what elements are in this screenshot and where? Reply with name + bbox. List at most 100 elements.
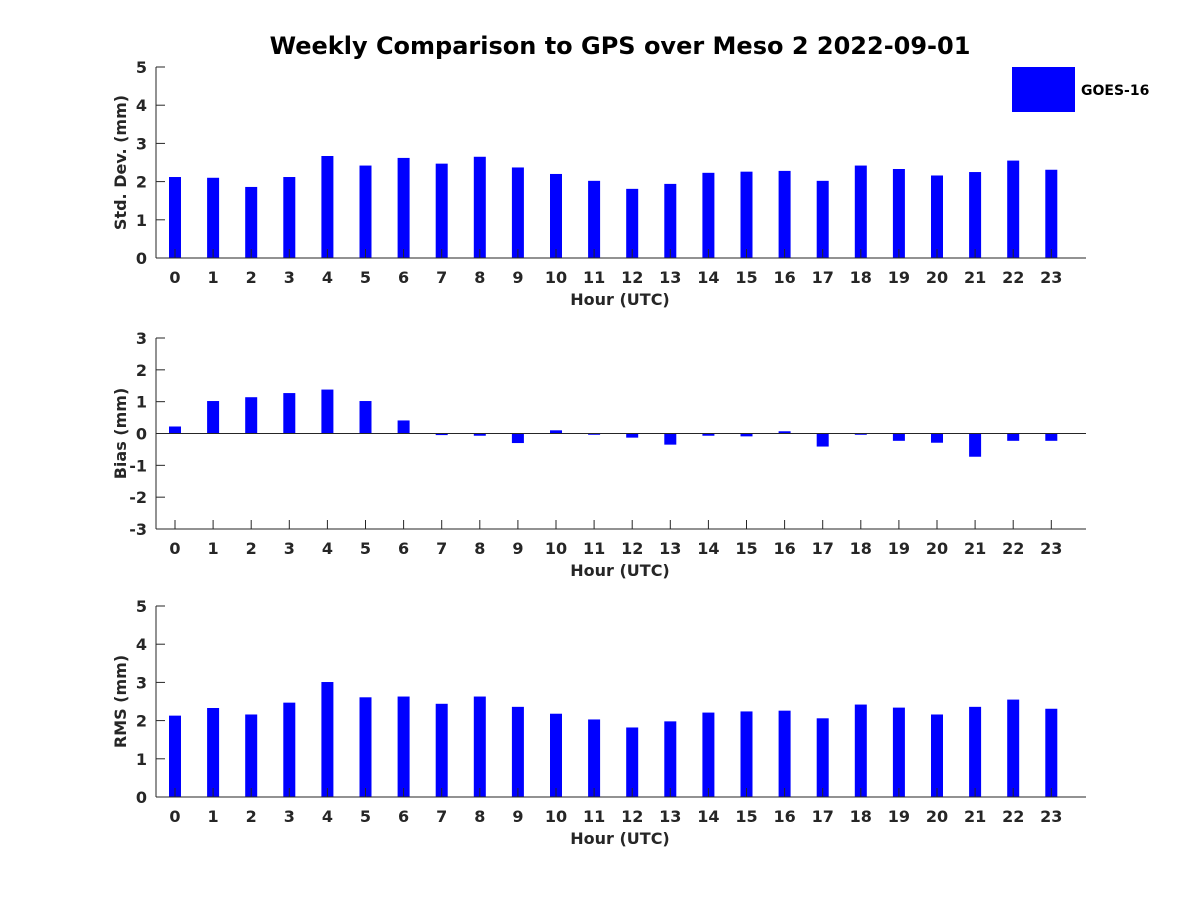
- x-tick-label-1-12: 12: [621, 268, 643, 287]
- x-tick-label-2-23: 23: [1040, 539, 1062, 558]
- bar-2-hour-7: [435, 433, 448, 436]
- bar-1-hour-6: [397, 157, 410, 258]
- x-tick-label-2-3: 3: [284, 539, 295, 558]
- bar-2-hour-10: [550, 430, 562, 434]
- legend-swatch-goes16: [1012, 67, 1075, 112]
- bar-3-hour-16: [778, 710, 791, 797]
- bar-1-hour-23: [1045, 169, 1058, 258]
- x-tick-label-3-12: 12: [621, 807, 643, 826]
- x-tick-label-1-10: 10: [545, 268, 567, 287]
- x-tick-label-1-9: 9: [512, 268, 523, 287]
- bar-1-hour-2: [245, 186, 258, 258]
- bar-2-hour-3: [283, 393, 296, 434]
- x-tick-label-2-17: 17: [812, 539, 834, 558]
- bar-1-hour-20: [931, 175, 943, 258]
- x-tick-label-2-14: 14: [697, 539, 719, 558]
- x-tick-label-1-3: 3: [284, 268, 295, 287]
- y-tick-label-2-2: 2: [136, 361, 147, 380]
- bar-2-hour-23: [1045, 433, 1058, 441]
- x-tick-label-2-8: 8: [474, 539, 485, 558]
- x-tick-label-3-2: 2: [246, 807, 257, 826]
- y-tick-label-2--2: -2: [129, 488, 147, 507]
- y-tick-label-1-0: 0: [136, 249, 147, 268]
- bar-1-hour-18: [854, 165, 867, 258]
- bar-2-hour-0: [169, 426, 181, 434]
- bar-2-hour-16: [778, 431, 791, 434]
- y-tick-label-3-0: 0: [136, 788, 147, 807]
- x-tick-label-2-22: 22: [1002, 539, 1024, 558]
- bar-1-hour-4: [321, 156, 334, 258]
- y-tick-label-3-3: 3: [136, 673, 147, 692]
- x-tick-label-1-6: 6: [398, 268, 409, 287]
- bar-1-hour-15: [740, 171, 753, 258]
- bar-2-hour-5: [359, 401, 372, 434]
- bar-1-hour-19: [892, 168, 905, 258]
- x-tick-label-2-0: 0: [169, 539, 180, 558]
- x-tick-label-2-4: 4: [322, 539, 333, 558]
- x-tick-label-3-23: 23: [1040, 807, 1062, 826]
- bar-3-hour-20: [931, 714, 943, 797]
- x-tick-label-1-20: 20: [926, 268, 948, 287]
- bar-3-hour-8: [473, 696, 486, 797]
- bar-1-hour-16: [778, 170, 791, 258]
- x-axis-label-2: Hour (UTC): [570, 561, 670, 580]
- bar-3-hour-15: [740, 711, 753, 797]
- x-tick-label-3-20: 20: [926, 807, 948, 826]
- x-tick-label-3-10: 10: [545, 807, 567, 826]
- bar-3-hour-2: [245, 714, 258, 797]
- x-tick-label-2-15: 15: [735, 539, 757, 558]
- bar-1-hour-8: [473, 156, 486, 258]
- bar-3-hour-5: [359, 697, 372, 797]
- bar-3-hour-14: [702, 712, 715, 797]
- bar-2-hour-1: [207, 401, 220, 434]
- x-tick-label-1-13: 13: [659, 268, 681, 287]
- y-tick-label-2-1: 1: [136, 393, 147, 412]
- bar-3-hour-6: [397, 696, 410, 797]
- bar-3-hour-13: [664, 721, 677, 797]
- x-tick-label-3-19: 19: [888, 807, 910, 826]
- x-tick-label-3-4: 4: [322, 807, 333, 826]
- bar-1-hour-0: [169, 177, 181, 258]
- bar-1-hour-7: [435, 163, 448, 258]
- bar-1-hour-9: [511, 167, 524, 258]
- x-tick-label-1-8: 8: [474, 268, 485, 287]
- bar-2-hour-4: [321, 389, 334, 434]
- x-tick-label-1-17: 17: [812, 268, 834, 287]
- bar-1-hour-22: [1007, 160, 1020, 258]
- bar-2-hour-11: [588, 433, 601, 435]
- bar-1-hour-14: [702, 172, 715, 258]
- x-tick-label-1-15: 15: [735, 268, 757, 287]
- x-tick-label-2-9: 9: [512, 539, 523, 558]
- bar-2-hour-21: [969, 433, 982, 457]
- bar-1-hour-21: [969, 172, 982, 258]
- bar-2-hour-8: [473, 433, 486, 436]
- bar-3-hour-21: [969, 706, 982, 797]
- y-axis-label-2: Bias (mm): [111, 388, 130, 480]
- x-tick-label-3-21: 21: [964, 807, 986, 826]
- x-tick-label-3-13: 13: [659, 807, 681, 826]
- x-tick-label-2-7: 7: [436, 539, 447, 558]
- bar-3-hour-0: [169, 715, 181, 797]
- x-tick-label-3-3: 3: [284, 807, 295, 826]
- x-tick-label-3-17: 17: [812, 807, 834, 826]
- x-tick-label-3-7: 7: [436, 807, 447, 826]
- bar-2-hour-19: [892, 433, 905, 441]
- x-tick-label-2-11: 11: [583, 539, 605, 558]
- bar-2-hour-6: [397, 420, 410, 434]
- y-tick-label-1-3: 3: [136, 134, 147, 153]
- bar-2-hour-9: [511, 433, 524, 444]
- y-tick-label-2-3: 3: [136, 329, 147, 348]
- x-tick-label-2-13: 13: [659, 539, 681, 558]
- legend: GOES-16: [1012, 67, 1149, 112]
- bar-3-hour-11: [588, 719, 601, 797]
- bar-3-hour-23: [1045, 708, 1058, 797]
- y-tick-label-3-4: 4: [136, 635, 147, 654]
- x-tick-label-2-5: 5: [360, 539, 371, 558]
- bar-3-hour-17: [816, 718, 829, 797]
- bar-1-hour-1: [207, 177, 220, 258]
- bar-2-hour-22: [1007, 433, 1020, 441]
- x-tick-label-2-1: 1: [208, 539, 219, 558]
- x-tick-label-3-14: 14: [697, 807, 719, 826]
